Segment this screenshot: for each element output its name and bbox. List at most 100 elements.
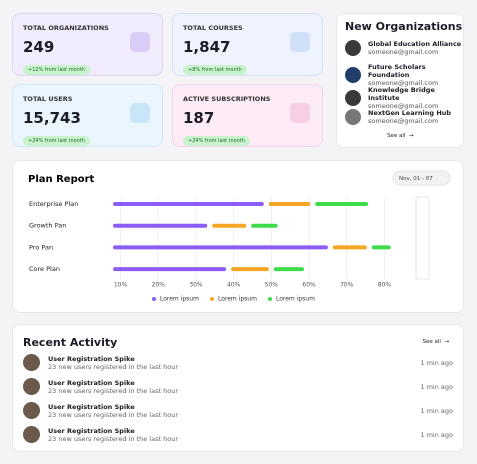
bar [251,223,278,228]
plan-report: Plan Report Nov, 01 - 07 10% 20% 30% 40% 50%… [12,160,464,313]
y-tick-label: Pro Pan [29,243,53,251]
avatar [345,109,361,125]
stat-icon [130,103,150,123]
stat-icon [290,103,310,123]
activity-detail: 23 new users registered in the last hour [48,410,178,419]
bar [231,267,269,272]
y-tick-label: Core Plan [29,265,60,273]
stat-icon [290,32,310,52]
legend-marker [152,297,156,301]
section-title: Recent Activity [23,336,118,349]
stat-card: TOTAL COURSES 1,847 +8% from last month [172,13,323,76]
org-email: someone@gmail.com [368,102,439,110]
activity-detail: 23 new users registered in the last hour [48,434,178,443]
x-tick-label: 10% [114,282,128,289]
legend-label: Lorem ipsum [160,296,199,303]
bar [212,223,247,228]
x-tick-label: 30% [189,282,203,289]
activity-time: 1 min ago [420,406,453,415]
stat-label: TOTAL ORGANIZATIONS [23,24,109,32]
stat-label: TOTAL USERS [23,95,73,103]
x-tick-label: 20% [152,282,166,289]
stat-change: +24% from last month [23,136,90,146]
date-range: Nov, 01 - 07 [399,176,433,182]
activity-title: User Registration Spike [48,378,135,387]
bar [113,267,227,272]
see-all-text: See all [422,339,441,345]
see-all[interactable]: See all → [422,339,449,345]
avatar [23,378,40,395]
activity-title: User Registration Spike [48,402,135,411]
org-email: someone@gmail.com [368,48,439,56]
activity-title: User Registration Spike [48,354,135,363]
org-item[interactable]: Global Education Alliance someone@gmail.c… [345,40,461,56]
x-tick-label: 40% [227,282,241,289]
bar [113,202,264,206]
avatar [23,354,40,371]
section-title: New Organizations [345,20,463,33]
stat-icon [130,32,150,52]
bar [371,245,391,250]
org-email: someone@gmail.com [368,117,439,125]
x-tick-label: 50% [265,282,279,289]
stat-value: 187 [183,109,215,127]
activity-time: 1 min ago [420,358,453,367]
see-all-text: See all [387,133,406,139]
org-email: someone@gmail.com [368,79,439,87]
stat-card: ACTIVE SUBSCRIPTIONS 187 +24% from last … [172,84,323,147]
stat-card: TOTAL USERS 15,743 +24% from last month [12,84,163,147]
legend-marker [268,297,272,301]
avatar [23,402,40,419]
bar [113,223,208,228]
chart: Plan Report Nov, 01 - 07 10% 20% 30% 40% 50%… [28,170,451,303]
legend-label: Lorem ipsum [218,296,257,303]
stat-value: 15,743 [23,109,81,127]
new-organizations: New Organizations Global Education Allia… [336,13,464,148]
legend-label: Lorem ipsum [276,296,315,303]
chart-title: Plan Report [28,174,95,185]
date-picker[interactable] [392,170,451,186]
stat-label: ACTIVE SUBSCRIPTIONS [183,95,271,103]
avatar [23,426,40,443]
activity-title: User Registration Spike [48,426,135,435]
activity-item[interactable]: User Registration Spike 23 new users regi… [23,354,453,371]
recent-activity: Recent Activity See all → User Registrat… [12,324,464,452]
bar [273,267,304,272]
org-name: NextGen Learning Hub [368,109,452,117]
stat-change: +12% from last month [23,65,90,75]
decoration [415,196,430,280]
stat-value: 1,847 [183,38,231,56]
activity-detail: 23 new users registered in the last hour [48,386,178,395]
avatar [345,67,361,83]
activity-time: 1 min ago [420,382,453,391]
legend-marker [210,297,214,301]
x-tick-label: 60% [302,282,316,289]
stat-card: TOTAL ORGANIZATIONS 249 +12% from last m… [12,13,163,76]
x-tick-label: 70% [340,282,354,289]
bar [332,245,367,250]
activity-item[interactable]: User Registration Spike 23 new users regi… [23,402,453,419]
org-item[interactable]: Future Scholars Foundation someone@gmail.… [345,63,463,87]
org-item[interactable]: Knowledge Bridge Institute someone@gmail.… [345,86,463,110]
y-tick-label: Growth Pan [29,222,66,230]
activity-time: 1 min ago [420,430,453,439]
org-item[interactable]: NextGen Learning Hub someone@gmail.com [345,109,451,125]
x-tick-label: 80% [378,282,392,289]
avatar [345,40,361,56]
y-tick-label: Enterprise Plan [29,200,78,208]
bar [315,202,369,206]
org-name: Knowledge Bridge Institute [368,86,435,102]
org-name: Global Education Alliance [368,40,462,48]
stat-label: TOTAL COURSES [183,24,243,32]
activity-item[interactable]: User Registration Spike 23 new users regi… [23,378,453,395]
activity-item[interactable]: User Registration Spike 23 new users regi… [23,426,453,443]
avatar [345,90,361,106]
see-all[interactable]: See all → [387,133,414,139]
bar [113,245,328,250]
stat-value: 249 [23,38,55,56]
activity-detail: 23 new users registered in the last hour [48,362,178,371]
stat-change: +24% from last month [183,136,250,146]
stat-change: +8% from last month [183,65,247,75]
org-name: Future Scholars Foundation [368,63,426,79]
